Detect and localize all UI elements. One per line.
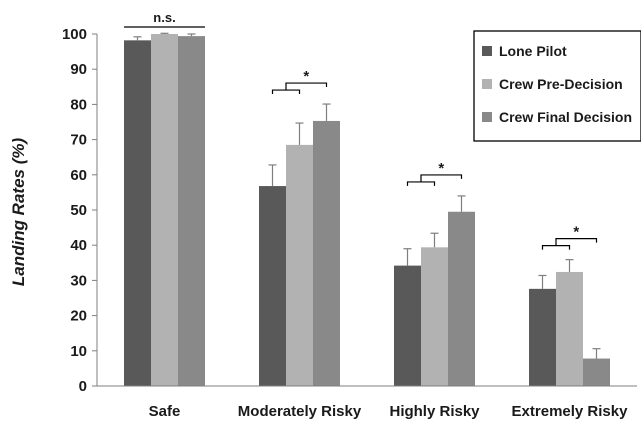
legend-label: Lone Pilot — [499, 43, 567, 59]
bar — [259, 186, 286, 386]
bar — [178, 36, 205, 386]
significance-bracket: * — [271, 68, 328, 95]
bar — [313, 120, 340, 386]
bar — [448, 211, 475, 386]
legend-swatch — [482, 112, 492, 122]
y-tick-label: 50 — [70, 202, 87, 219]
x-tick-label: Safe — [149, 403, 181, 420]
y-tick-label: 90 — [70, 61, 87, 78]
bar — [529, 288, 556, 386]
legend-swatch — [482, 46, 492, 56]
y-tick-label: 70 — [70, 132, 87, 149]
y-tick-label: 20 — [70, 308, 87, 325]
x-axis: Safe Moderately Risky Highly Risky Extremel… — [97, 385, 637, 420]
y-tick-label: 10 — [70, 343, 87, 360]
significance-label: * — [573, 224, 579, 241]
bar — [421, 247, 448, 386]
significance-label: n.s. — [153, 10, 175, 25]
x-tick-label: Highly Risky — [389, 403, 480, 420]
y-tick-label: 30 — [70, 272, 87, 289]
bar — [556, 271, 583, 386]
significance-bracket: * — [406, 160, 463, 186]
y-tick-label: 100 — [62, 26, 87, 43]
legend: Lone Pilot Crew Pre-Decision Crew Final De… — [473, 30, 641, 142]
bar — [151, 34, 178, 386]
bar — [583, 358, 610, 386]
significance-label: * — [303, 68, 309, 85]
legend-label: Crew Final Decision — [499, 109, 632, 125]
significance-bracket: n.s. — [124, 10, 205, 28]
y-tick-label: 60 — [70, 167, 87, 184]
y-axis: 0 10 20 30 40 50 60 70 80 90 100 — [62, 26, 98, 395]
x-tick-label: Moderately Risky — [238, 403, 362, 420]
y-axis-label: Landing Rates (%) — [9, 138, 28, 287]
legend-box — [473, 30, 641, 142]
legend-label: Crew Pre-Decision — [499, 76, 623, 92]
significance-brackets: n.s. * * * — [124, 10, 598, 250]
significance-label: * — [438, 160, 444, 177]
bar — [286, 144, 313, 386]
y-tick-label: 0 — [79, 378, 87, 395]
x-tick-label: Extremely Risky — [512, 403, 629, 420]
y-tick-label: 80 — [70, 96, 87, 113]
legend-swatch — [482, 79, 492, 89]
y-tick-label: 40 — [70, 237, 87, 254]
significance-bracket: * — [541, 224, 598, 250]
bar — [394, 265, 421, 386]
bar — [124, 40, 151, 386]
bars — [124, 32, 610, 386]
